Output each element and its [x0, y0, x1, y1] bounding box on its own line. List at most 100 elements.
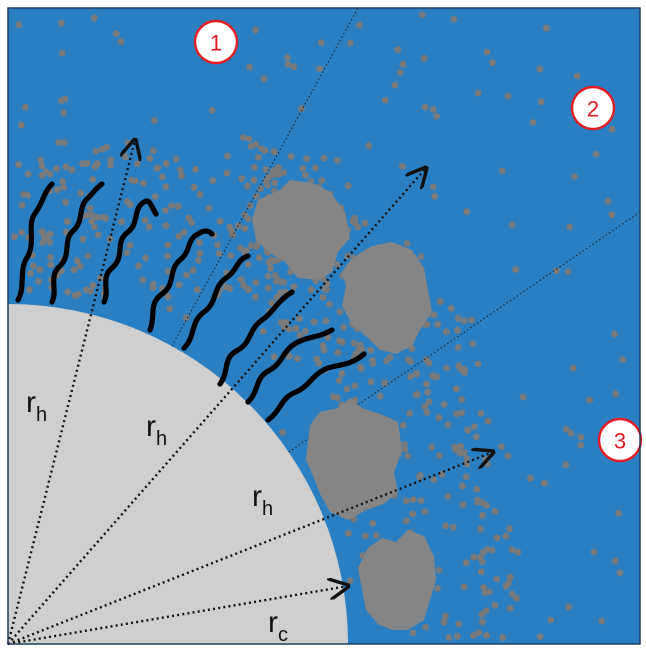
particle-dot	[302, 327, 309, 335]
region-markers: 1 2 3	[193, 19, 643, 463]
radius-arrow-rh-2	[7, 168, 426, 645]
polymer-chain	[15, 181, 55, 303]
particle-dot	[107, 161, 114, 169]
particle-dot	[493, 575, 501, 583]
particle-dot	[90, 14, 98, 22]
particle-dot	[258, 145, 266, 153]
particle-dot	[280, 323, 288, 331]
particle-dot	[442, 364, 450, 372]
particle-dot	[30, 262, 37, 270]
particle-dot	[55, 139, 62, 146]
particle-dot	[502, 532, 510, 540]
particle-dot	[429, 106, 437, 113]
particle-dot	[251, 163, 258, 171]
particle-dot	[64, 288, 72, 296]
particle-dot	[483, 48, 491, 56]
core-quarter-disc	[8, 304, 348, 644]
particle-dot	[102, 214, 109, 222]
particle-dot	[177, 166, 184, 174]
particle-dot	[477, 568, 485, 576]
particle-dot	[274, 164, 282, 171]
particle-dot	[254, 154, 262, 161]
particle-dot	[270, 167, 277, 175]
radius-label-rh-2: rh	[146, 410, 167, 450]
particle-dot	[474, 498, 481, 506]
particle-dot	[462, 473, 470, 481]
particle-dot	[145, 223, 153, 231]
particle-dot	[553, 267, 560, 275]
particle-dot	[453, 410, 460, 418]
particle-dot	[318, 177, 326, 184]
particle-dot	[391, 81, 399, 89]
particle-dot	[307, 286, 315, 293]
particle-dot	[506, 573, 514, 581]
particle-dot	[482, 456, 489, 463]
particle-dot	[91, 223, 98, 231]
particle-dot	[264, 272, 272, 280]
particle-dot	[38, 162, 46, 170]
particle-dot	[435, 566, 443, 574]
particle-dot	[338, 370, 346, 378]
particle-dot	[616, 569, 624, 577]
particle-dot	[47, 253, 54, 261]
particle-dot	[421, 403, 429, 410]
particle-dot	[564, 268, 572, 276]
particle-dot	[498, 167, 506, 175]
particle-dot	[229, 231, 237, 239]
particle-dot	[46, 230, 53, 238]
particle-dot	[450, 15, 458, 23]
particle-dot	[536, 65, 544, 73]
particle-dot	[248, 242, 255, 249]
particle-dot	[460, 583, 468, 591]
particle-dot	[334, 349, 342, 356]
particle-dot	[270, 148, 278, 156]
particle-dot	[162, 207, 169, 214]
radius-arrow-rc	[7, 586, 348, 646]
particle-dot	[434, 584, 441, 592]
particle-dot	[354, 223, 362, 231]
radius-arrow-rh-3	[7, 452, 493, 646]
grafted-chains	[15, 181, 367, 423]
particle-dot	[216, 218, 224, 225]
particle-dot	[463, 208, 471, 216]
particle-dot	[347, 39, 354, 47]
particle-dot	[77, 189, 85, 197]
particle-dot	[245, 135, 253, 143]
particle-dot	[479, 618, 486, 626]
particle-dot	[275, 170, 283, 178]
particle-dot	[240, 281, 248, 289]
particle-dot	[236, 244, 244, 252]
particle-dot	[226, 223, 234, 231]
particle-dot	[168, 202, 175, 210]
aggregate-particles	[252, 180, 436, 630]
particle-dot	[260, 75, 268, 83]
particle-dot	[454, 632, 461, 640]
particle-dot	[277, 289, 284, 296]
particle-dot	[335, 376, 343, 384]
particle-dot	[244, 261, 252, 268]
particle-dot	[139, 276, 147, 284]
particle-dot	[310, 318, 318, 326]
radius-symbol: r	[268, 606, 278, 639]
frame-border	[7, 7, 641, 645]
particle-dot	[321, 285, 329, 293]
aggregate-particle	[252, 180, 350, 280]
particle-dot	[313, 355, 321, 363]
particle-dot	[367, 346, 374, 354]
polymer-chain	[101, 198, 159, 305]
particle-dot	[458, 396, 466, 403]
particle-dot	[296, 332, 304, 339]
particle-dot	[477, 525, 484, 533]
particle-dot	[475, 629, 483, 636]
particle-dot	[381, 96, 389, 104]
particle-dot	[11, 233, 18, 241]
particle-dot	[253, 192, 261, 200]
particle-dot	[399, 61, 407, 68]
particle-dot	[402, 497, 410, 505]
particle-dot	[83, 211, 91, 219]
particle-dot	[226, 285, 234, 293]
particle-dot	[430, 476, 438, 484]
particle-dot	[474, 360, 482, 368]
